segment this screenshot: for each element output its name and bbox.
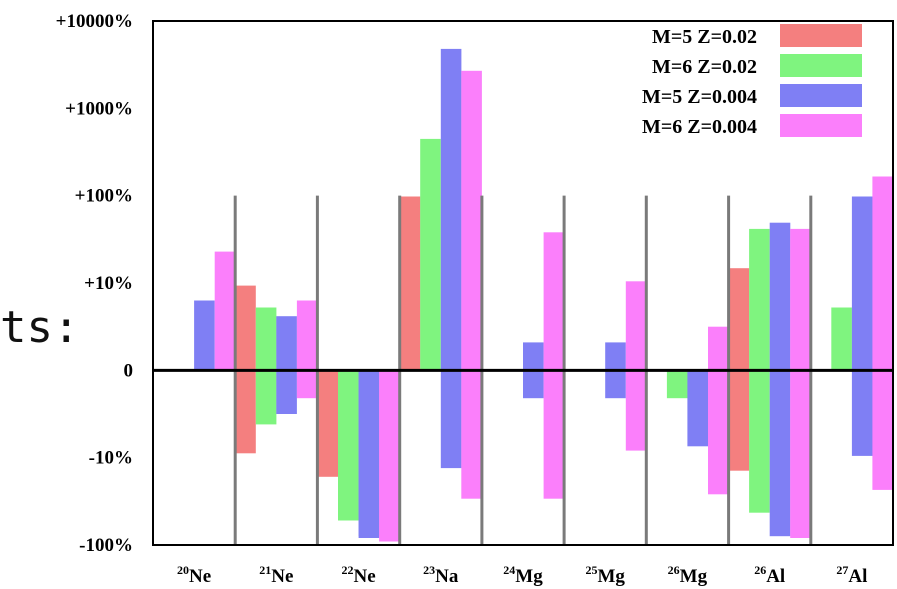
x-tick-element-1: Ne [271, 566, 293, 587]
x-tick-mass-2: 22 [342, 563, 354, 577]
x-tick-element-4: Mg [515, 566, 543, 587]
bar-neg-s2-c4 [523, 370, 544, 399]
bar-pos-s2-c3 [440, 48, 462, 371]
x-tick-mass-6: 26 [668, 563, 680, 577]
y-tick-label-3: +10% [84, 273, 133, 294]
bar-pos-s1-c7 [749, 228, 770, 371]
bar-neg-s2-c8 [851, 370, 873, 456]
bar-neg-s3-c3 [461, 370, 482, 499]
y-tick-label-1: +1000% [65, 98, 133, 119]
x-tick-label-7: 26Al [754, 563, 785, 587]
legend-swatch-2 [780, 84, 862, 107]
bar-neg-s2-c1 [276, 370, 297, 414]
x-tick-label-3: 23Na [423, 563, 459, 587]
x-tick-label-5: 25Mg [585, 563, 625, 587]
bar-pos-s2-c6 [687, 370, 708, 447]
bar-pos-s3-c0 [214, 251, 236, 371]
y-tick-label-0: +10000% [56, 11, 133, 32]
bar-neg-s0-c2 [317, 370, 338, 477]
x-tick-mass-5: 25 [585, 563, 597, 577]
x-tick-element-3: Na [435, 566, 459, 587]
bar-pos-s1-c3 [420, 138, 441, 371]
bar-pos-s0-c7 [728, 268, 750, 371]
x-tick-mass-1: 21 [259, 563, 271, 577]
bar-neg-s3-c6 [708, 370, 729, 495]
x-tick-element-8: Al [848, 566, 867, 587]
x-tick-label-0: 20Ne [177, 563, 211, 587]
y-tick-label-6: -100% [79, 535, 133, 556]
x-tick-element-0: Ne [189, 566, 211, 587]
bar-pos-s3-c5 [625, 281, 647, 371]
bar-pos-s3-c7 [790, 228, 811, 371]
x-tick-element-5: Mg [597, 566, 625, 587]
bar-pos-s2-c1 [276, 316, 297, 371]
legend-label-0: M=5 Z=0.02 [652, 26, 757, 48]
y-tick-label-5: -10% [89, 448, 133, 469]
bar-neg-s3-c1 [296, 370, 318, 399]
bar-pos-s3-c3 [461, 70, 482, 371]
bar-neg-s0-c1 [235, 370, 256, 454]
bar-neg-s2-c3 [440, 370, 462, 469]
bar-pos-s3-c8 [872, 176, 893, 371]
legend-label-2: M=5 Z=0.004 [642, 86, 757, 108]
bar-neg-s2-c2 [358, 370, 380, 537]
bar-neg-s3-c7 [790, 370, 811, 538]
legend-label-3: M=6 Z=0.004 [642, 116, 757, 138]
x-tick-element-7: Al [766, 566, 785, 587]
bar-pos-s2-c4 [523, 342, 544, 371]
x-tick-element-2: Ne [354, 566, 376, 587]
bar-pos-s1-c6 [666, 370, 688, 399]
bar-pos-s2-c5 [605, 342, 626, 371]
x-tick-mass-7: 26 [754, 563, 766, 577]
bar-pos-s1-c8 [831, 307, 852, 371]
bar-neg-s0-c7 [728, 370, 750, 471]
y-axis-tick-labels: +10000% +1000% +100% +10% 0 -10% -100% [56, 11, 133, 556]
legend-swatch-0 [780, 24, 862, 47]
x-tick-label-1: 21Ne [259, 563, 293, 587]
x-tick-label-6: 26Mg [668, 563, 708, 587]
legend-swatch-1 [780, 54, 862, 77]
x-tick-label-8: 27Al [836, 563, 867, 587]
bar-neg-s1-c7 [749, 370, 770, 513]
bar-neg-s3-c4 [543, 370, 565, 499]
bar-neg-s2-c7 [769, 370, 791, 537]
bar-pos-s0-c1 [235, 285, 256, 371]
bar-pos-s2-c7 [769, 222, 791, 371]
bar-pos-s2-c0 [194, 300, 215, 371]
bars-layer [194, 48, 893, 542]
bar-neg-s3-c5 [625, 370, 647, 451]
x-tick-element-6: Mg [680, 566, 708, 587]
bar-pos-s3-c4 [543, 232, 565, 371]
y-tick-label-2: +100% [75, 186, 133, 207]
plot-frame [152, 20, 894, 546]
x-tick-label-2: 22Ne [342, 563, 376, 587]
bar-neg-s3-c2 [379, 370, 400, 538]
bar-pos-s1-c1 [255, 307, 277, 371]
x-tick-mass-4: 24 [503, 563, 515, 577]
legend: M=5 Z=0.02 M=6 Z=0.02 M=5 Z=0.004 M=6 Z=0.0… [642, 24, 862, 138]
legend-label-1: M=6 Z=0.02 [652, 56, 757, 78]
bar-pos-s2-c8 [851, 196, 873, 371]
cropped-side-text: ts: [0, 302, 80, 353]
x-tick-label-4: 24Mg [503, 563, 543, 587]
bar-neg-s3-c8 [872, 370, 893, 490]
x-tick-mass-0: 20 [177, 563, 189, 577]
legend-swatch-3 [780, 114, 862, 137]
bar-neg-s1-c1 [255, 370, 277, 425]
x-axis-tick-labels: 20Ne 21Ne 22Ne 23Na 24Mg 25Mg 26Mg 26Al 27Al [177, 563, 867, 587]
x-tick-mass-3: 23 [423, 563, 435, 577]
bar-neg-s1-c2 [338, 370, 359, 521]
x-tick-mass-8: 27 [836, 563, 848, 577]
bar-pos-s3-c1 [296, 300, 318, 371]
bar-pos-s3-c6 [708, 326, 729, 371]
bar-pos-s0-c3 [399, 196, 421, 371]
y-tick-label-4: 0 [124, 360, 134, 381]
bar-neg-s2-c5 [605, 370, 626, 399]
